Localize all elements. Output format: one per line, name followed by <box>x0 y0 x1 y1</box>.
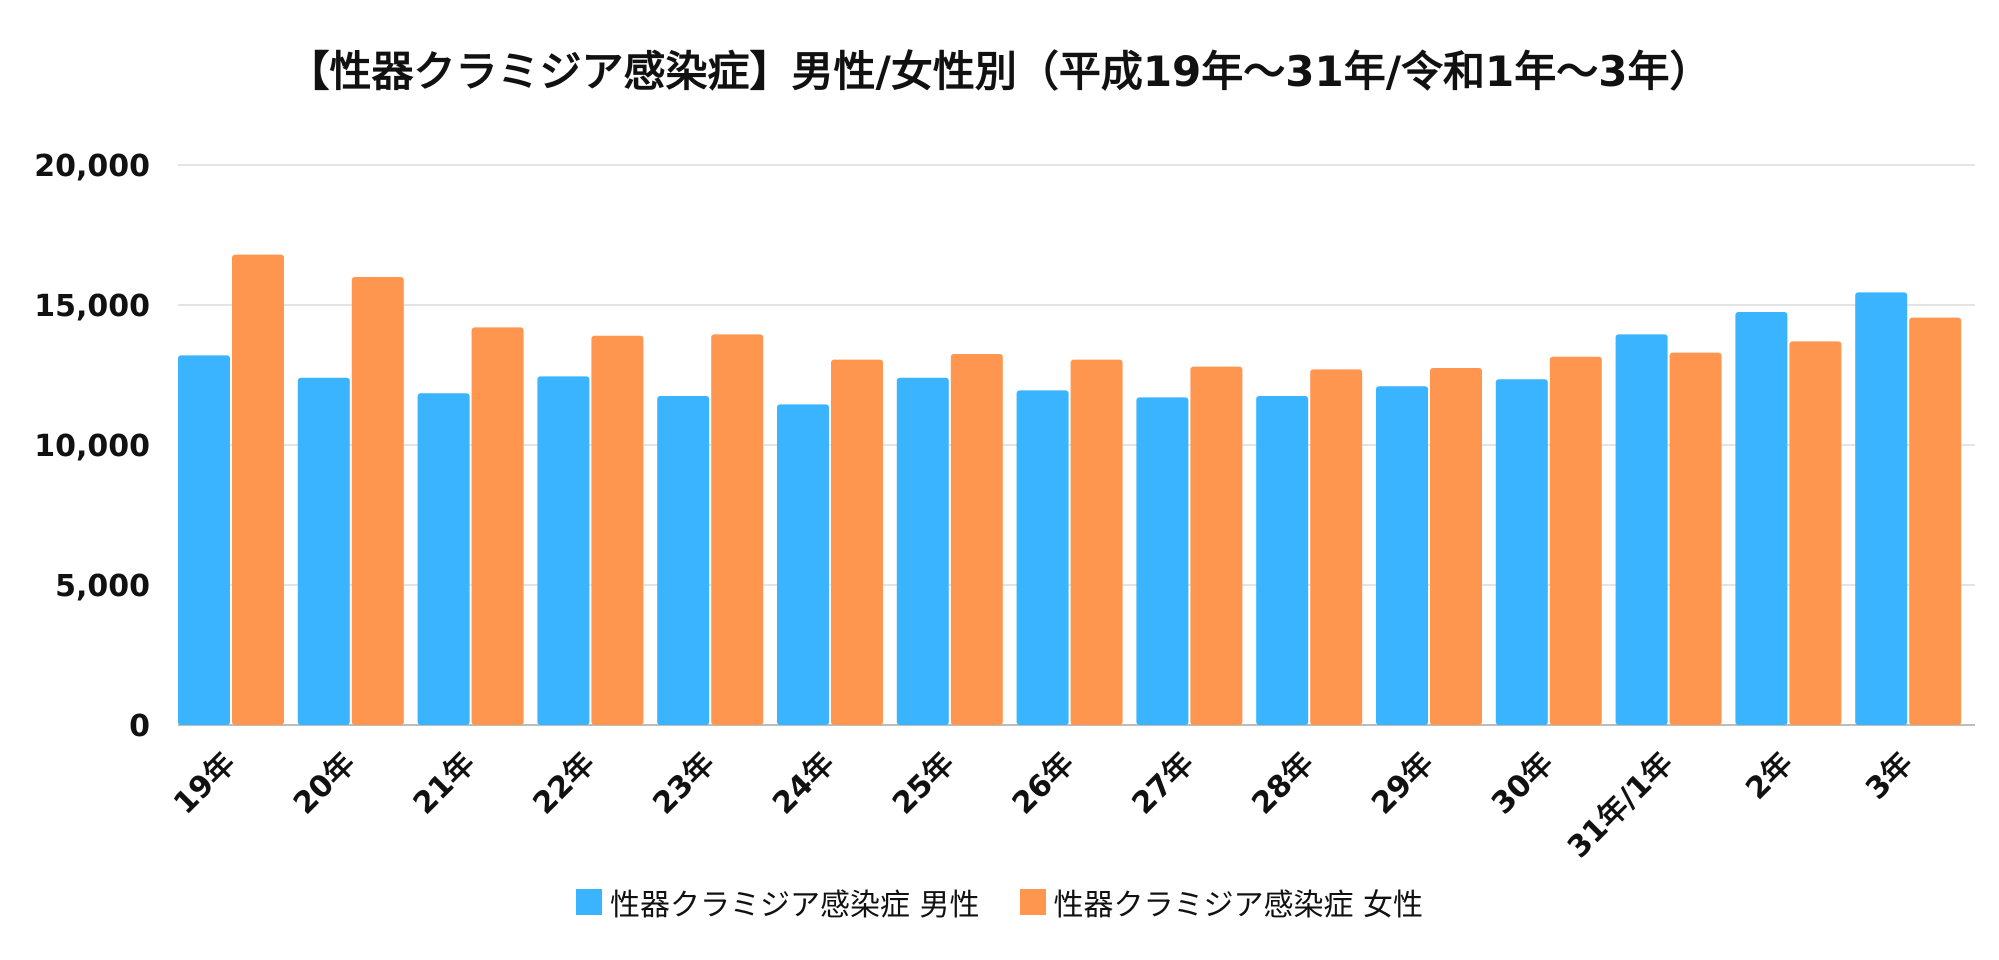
bar-female <box>950 354 1003 725</box>
x-tick-label: 29年 <box>1365 746 1440 821</box>
legend-swatch-male <box>575 889 602 915</box>
bar-male <box>1855 292 1908 725</box>
x-tick-label: 24年 <box>766 746 841 821</box>
legend-label-male: 性器クラミジア感染症 男性 <box>609 888 980 923</box>
bar-female <box>1070 359 1123 725</box>
x-tick-label: 30年 <box>1485 746 1560 821</box>
y-tick-label: 20,000 <box>34 149 150 184</box>
bar-male <box>297 377 350 725</box>
x-tick-label: 20年 <box>287 746 362 821</box>
legend: 性器クラミジア感染症 男性 性器クラミジア感染症 女性 <box>0 880 1999 924</box>
bar-male <box>1615 334 1668 725</box>
x-tick-label: 21年 <box>407 746 482 821</box>
bar-male <box>1256 396 1309 725</box>
legend-label-female: 性器クラミジア感染症 女性 <box>1053 888 1424 923</box>
x-tick-label: 22年 <box>527 746 602 821</box>
bar-male <box>1136 397 1189 725</box>
x-tick-label: 28年 <box>1245 746 1320 821</box>
bar-female <box>1789 341 1842 725</box>
bar-male <box>178 355 230 725</box>
bar-male <box>1735 312 1788 725</box>
bar-female <box>591 335 644 725</box>
x-tick-label: 25年 <box>886 746 961 821</box>
bar-male <box>1495 379 1548 725</box>
y-tick-label: 5,000 <box>55 569 150 604</box>
bar-female <box>232 254 284 725</box>
x-tick-label: 3年 <box>1859 746 1920 807</box>
x-tick-label: 23年 <box>646 746 721 821</box>
bar-female <box>351 277 404 725</box>
legend-item-female[interactable]: 性器クラミジア感染症 女性 <box>1019 880 1424 924</box>
y-tick-label: 0 <box>129 709 150 744</box>
bar-male <box>537 376 590 725</box>
x-tick-label: 31年/1年 <box>1561 746 1680 865</box>
y-tick-label: 10,000 <box>34 429 150 464</box>
bar-male <box>417 393 470 725</box>
bar-male <box>777 404 829 725</box>
x-tick-label: 26年 <box>1006 746 1081 821</box>
y-tick-label: 15,000 <box>34 289 150 324</box>
legend-item-male[interactable]: 性器クラミジア感染症 男性 <box>575 880 980 924</box>
x-tick-label: 2年 <box>1739 746 1800 807</box>
bar-male <box>1016 390 1069 725</box>
legend-swatch-female <box>1019 889 1046 915</box>
bar-male <box>896 377 949 725</box>
x-tick-label: 19年 <box>167 746 242 821</box>
x-tick-label: 27年 <box>1126 746 1201 821</box>
bar-female <box>1430 368 1482 725</box>
bar-male <box>1376 386 1428 725</box>
bar-female <box>711 334 764 725</box>
x-axis-ticks: 19年 20年 21年 22年 23年 24年 25年 26年 27年 28年 29年 30年 31年/… <box>167 746 1920 865</box>
y-axis-ticks: 0 5,000 10,000 15,000 20,000 <box>34 149 150 744</box>
bar-female <box>1190 366 1243 725</box>
bar-male <box>657 396 710 725</box>
bar-female <box>1909 317 1962 725</box>
bar-female <box>1310 369 1363 725</box>
bar-female <box>1549 356 1602 725</box>
bar-female <box>1669 352 1722 725</box>
bars <box>178 254 1962 725</box>
chart-title: 【性器クラミジア感染症】男性/女性別（平成19年～31年/令和1年～3年） <box>287 47 1712 96</box>
bar-female <box>831 359 883 725</box>
bar-female <box>471 327 524 725</box>
